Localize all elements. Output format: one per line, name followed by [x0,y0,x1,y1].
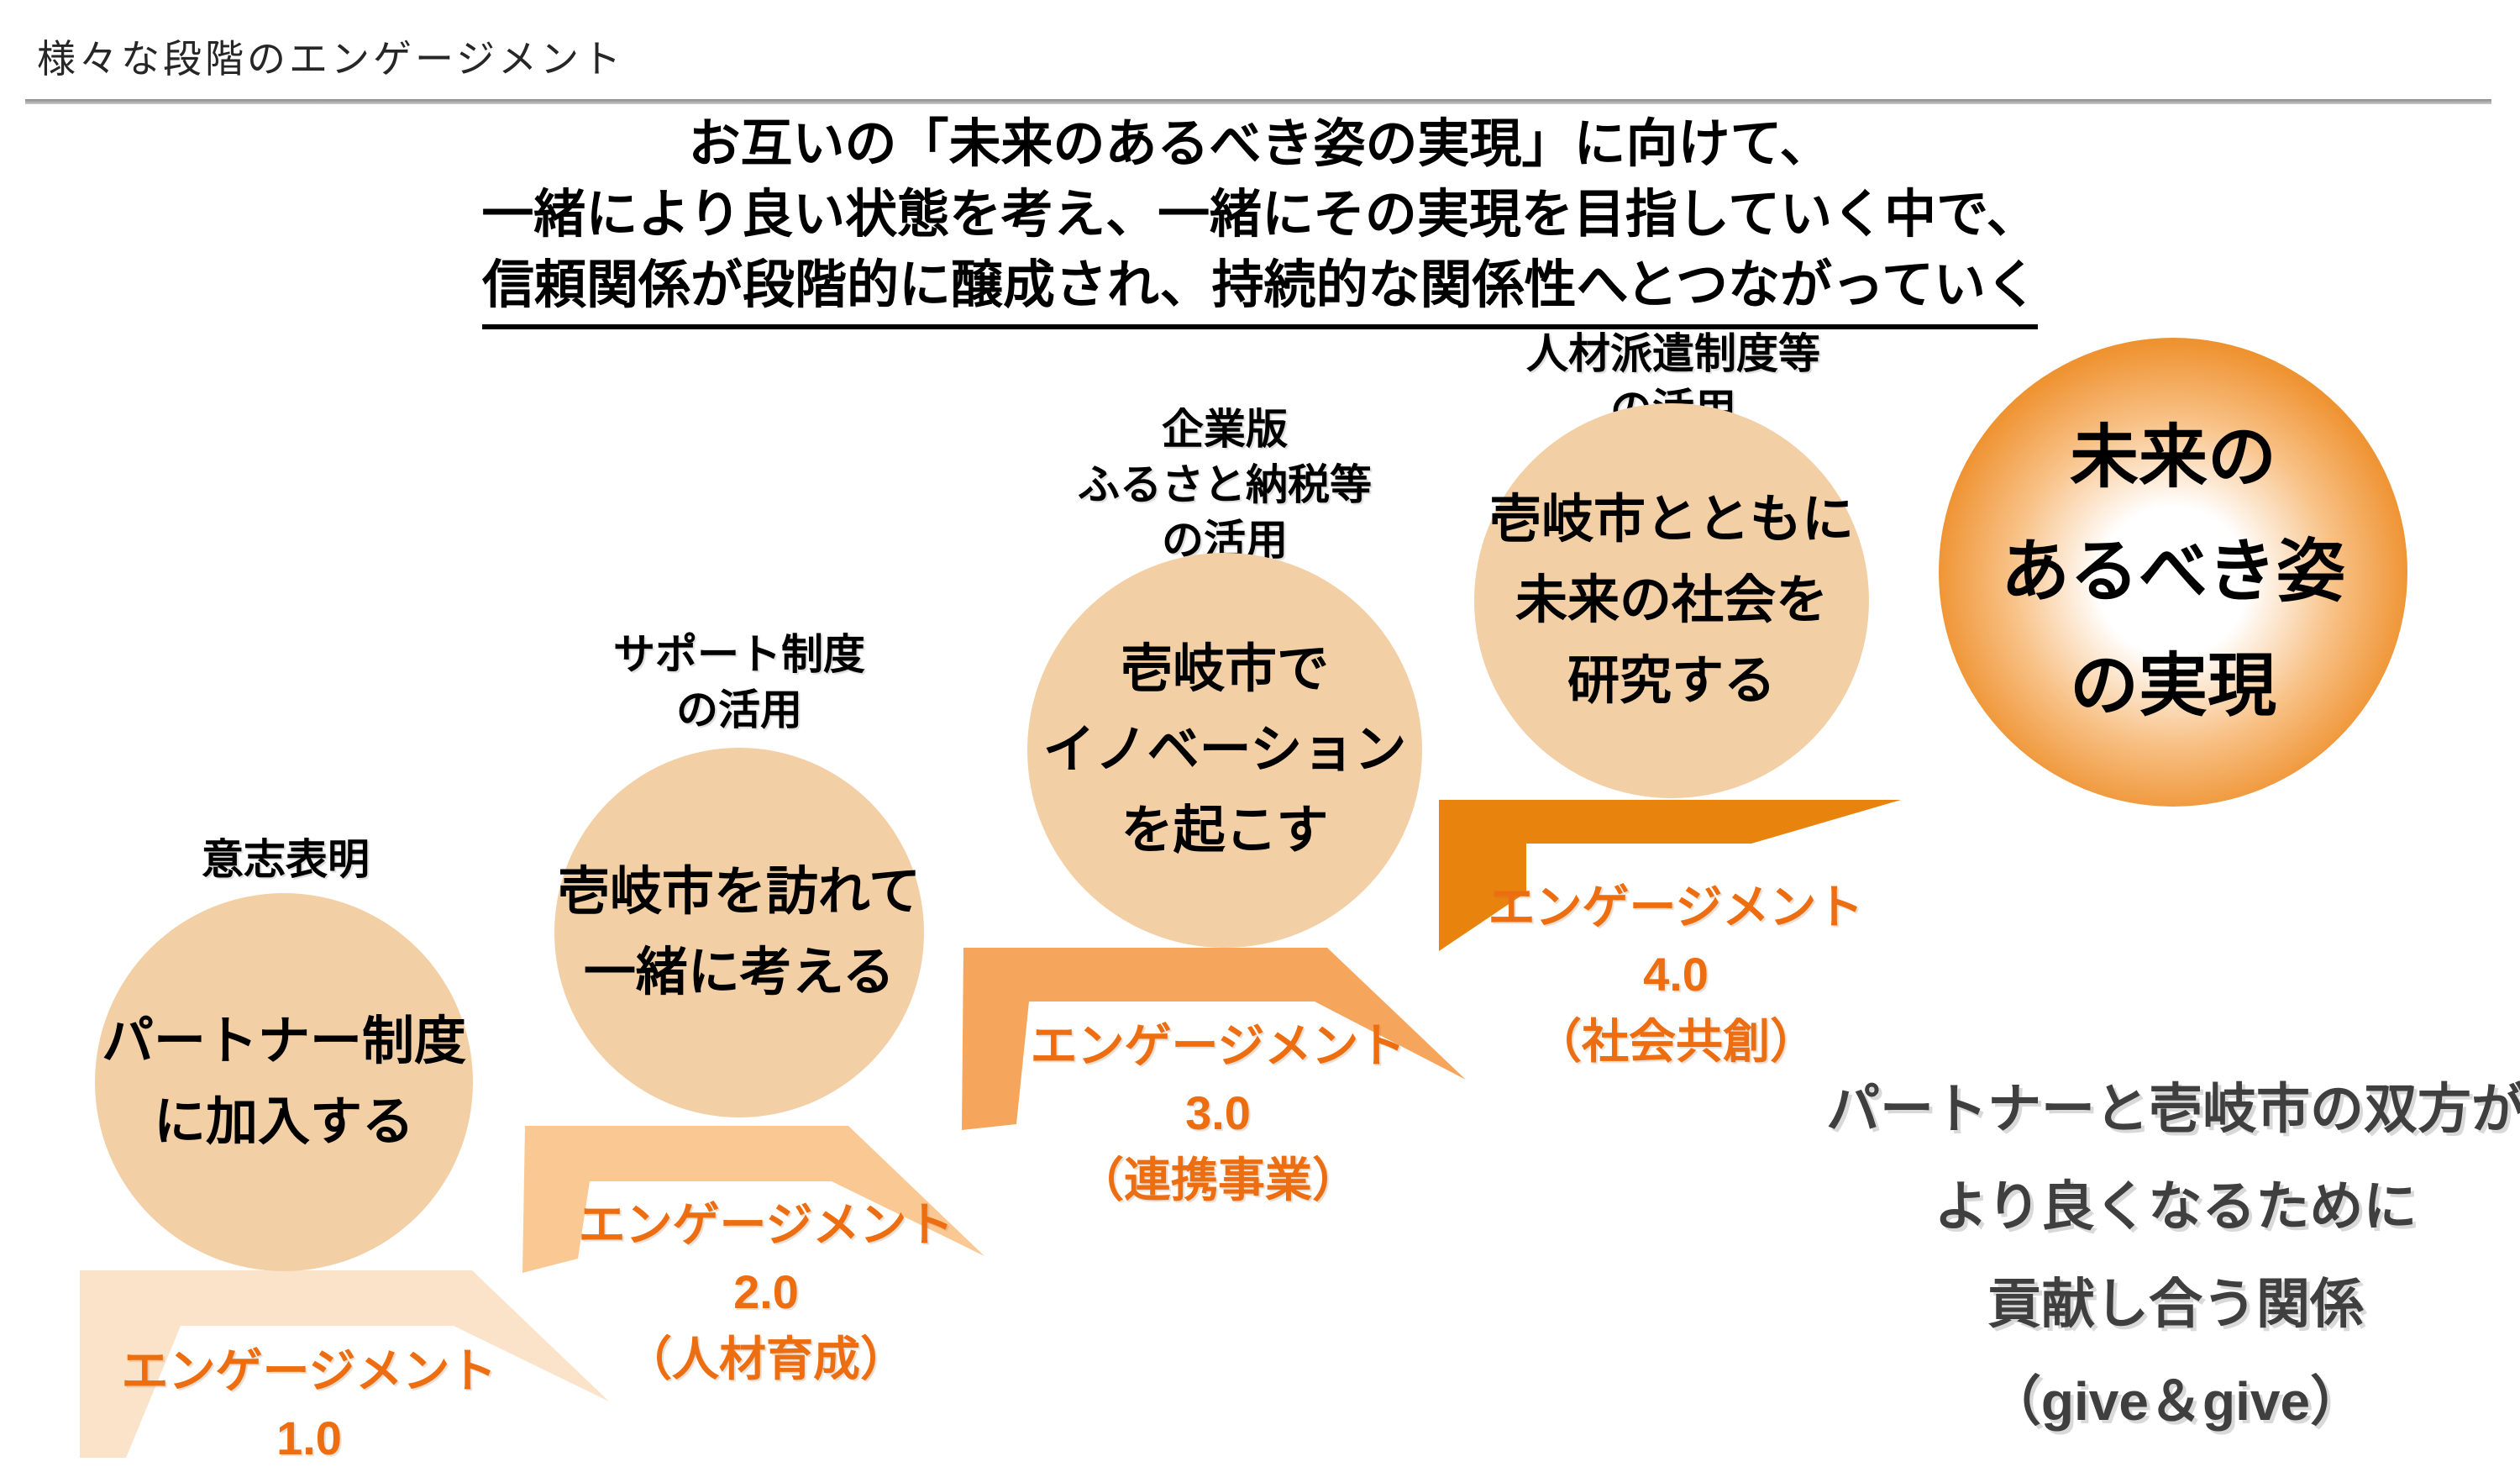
page-title: 様々な段階のエンゲージメント [37,38,625,81]
stage-2-tag: サポート制度 の活用 [613,631,865,733]
stage-1-step-label: エンゲージメント 1.0 [121,1344,497,1464]
stage-2-circle: 壱岐市を訪れて 一緒に考える [554,748,924,1117]
step-1-shape [80,1270,609,1458]
stage-1-tag: 意志表明 [202,836,370,883]
stage-4-step-label: エンゲージメント 4.0 （社会共創） [1488,881,1864,1068]
goal-circle: 未来の あるべき姿 の実現 [1939,338,2407,807]
intro-line-2: 一緒により良い状態を考え、一緒にその実現を目指していく中で、 [481,186,2039,244]
stage-4-circle: 壱岐市とともに 未来の社会を 研究する [1474,403,1869,798]
intro-line-3: 信頼関係が段階的に醸成され、持続的な関係性へとつながっていく [0,250,2520,329]
stage-4-tag: 人材派遣制度等 の活用 [1526,330,1820,433]
intro-heading: お互いの「未来のあるべき姿の実現」に向けて、 一緒により良い状態を考え、一緒にそ… [0,109,2520,329]
give-and-give-note: パートナーと壱岐市の双方が より良くなるために 貢献し合う関係 （give＆gi… [1826,1079,2520,1432]
step-2-shape [522,1126,984,1273]
step-4-shape [1439,800,1901,951]
stage-3-tag: 企業版 ふるさと納税等 の活用 [1078,406,1372,564]
stage-1-circle: パートナー制度 に加入する [95,893,473,1271]
stage-3-circle: 壱岐市で イノベーション を起こす [1027,553,1422,948]
intro-line-1: お互いの「未来のあるべき姿の実現」に向けて、 [688,115,1832,173]
header-divider [25,99,2491,104]
stage-3-step-label: エンゲージメント 3.0 （連携事業） [1030,1019,1406,1207]
step-3-shape [962,948,1466,1130]
stage-2-step-label: エンゲージメント 2.0 （人材育成） [578,1198,954,1385]
